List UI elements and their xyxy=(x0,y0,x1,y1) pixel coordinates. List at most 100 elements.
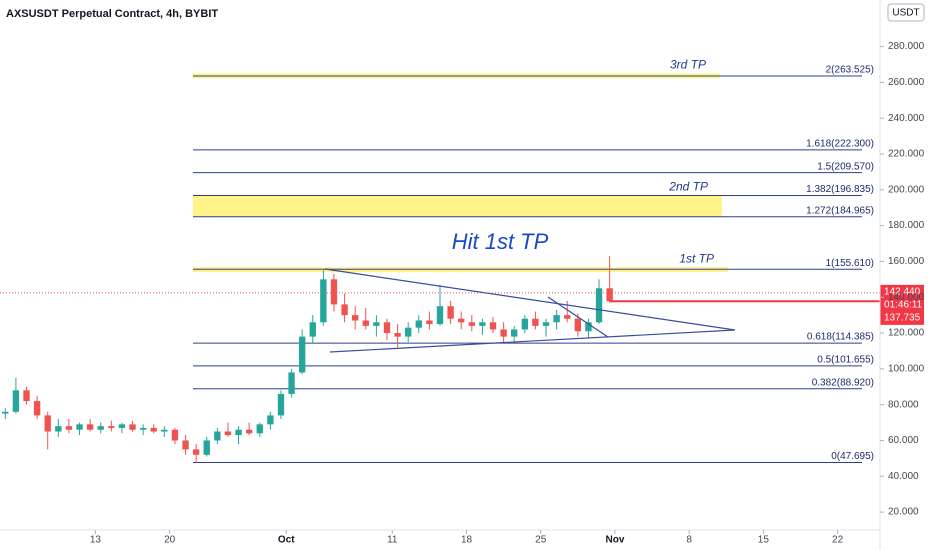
candle-body xyxy=(267,415,274,425)
candle-body xyxy=(139,427,147,430)
candle-body xyxy=(447,306,454,319)
last-price-label: 137.735 xyxy=(884,313,921,324)
candle-body xyxy=(521,318,528,330)
candle-body xyxy=(86,424,94,430)
chart-title: AXSUSDT Perpetual Contract, 4h, BYBIT xyxy=(6,8,218,20)
candle-body xyxy=(235,429,242,436)
y-tick-label: 20.000 xyxy=(888,507,919,518)
annotation: Hit 1st TP xyxy=(452,229,549,254)
y-tick-label: 40.000 xyxy=(888,471,919,482)
tp-label: 3rd TP xyxy=(670,58,706,72)
candle-body xyxy=(458,318,465,323)
candle-body xyxy=(436,306,444,325)
candle-body xyxy=(2,411,9,414)
candle-body xyxy=(468,322,475,326)
candle-body xyxy=(12,390,20,412)
mark-price-label: 142.440 xyxy=(884,287,921,298)
candle-body xyxy=(511,329,518,337)
y-tick-label: 100.000 xyxy=(888,363,925,374)
x-tick-label: Oct xyxy=(278,535,295,546)
tp-label: 1st TP xyxy=(679,251,714,265)
fib-label: 2(263.525) xyxy=(826,65,874,76)
x-tick-label: 15 xyxy=(758,535,770,546)
candle-body xyxy=(150,427,157,432)
candle-body xyxy=(192,449,200,455)
candle-body xyxy=(383,322,391,334)
x-tick-label: Nov xyxy=(605,535,624,546)
fib-label: 1.618(222.300) xyxy=(806,139,874,150)
trend-line xyxy=(547,296,609,338)
x-tick-label: 22 xyxy=(832,535,844,546)
candle-body xyxy=(330,279,338,305)
candle-body xyxy=(108,426,115,428)
candle-body xyxy=(129,424,136,430)
candle-body xyxy=(118,424,126,428)
candle-body xyxy=(394,333,401,337)
fib-label: 1.382(196.835) xyxy=(806,184,874,195)
tp-label: 2nd TP xyxy=(668,180,708,194)
x-tick-label: 13 xyxy=(90,535,102,546)
candle-body xyxy=(606,288,613,302)
currency: USDT xyxy=(892,8,919,19)
candle-body xyxy=(320,279,327,323)
candle-body xyxy=(415,320,422,328)
candle-body xyxy=(585,322,592,332)
y-tick-label: 260.000 xyxy=(888,77,925,88)
candle-body xyxy=(288,372,295,394)
candle-body xyxy=(564,315,571,319)
candle-body xyxy=(574,318,582,332)
candle-body xyxy=(500,329,507,337)
fib-label: 1(155.610) xyxy=(826,258,874,269)
x-tick-label: 25 xyxy=(535,535,547,546)
fib-label: 1.272(184.965) xyxy=(806,205,874,216)
candle-body xyxy=(65,426,73,430)
candle-body xyxy=(542,322,550,326)
candle-body xyxy=(553,315,560,323)
fib-label: 1.5(209.570) xyxy=(817,161,874,172)
y-tick-label: 120.000 xyxy=(888,328,925,339)
x-tick-label: 18 xyxy=(461,535,473,546)
trend-line xyxy=(329,329,736,353)
fib-label: 0.5(101.655) xyxy=(817,355,874,366)
candle-body xyxy=(256,424,263,434)
candle-body xyxy=(479,322,486,326)
y-tick-label: 60.000 xyxy=(888,435,919,446)
candle-body xyxy=(341,304,348,316)
candle-body xyxy=(182,440,189,450)
candle-body xyxy=(44,415,51,432)
candle-body xyxy=(362,320,369,326)
x-tick-label: 8 xyxy=(686,535,692,546)
candle-body xyxy=(224,431,232,436)
candle-body xyxy=(352,315,359,321)
x-tick-label: 11 xyxy=(387,535,398,546)
candle-body xyxy=(298,336,306,373)
y-tick-label: 140.000 xyxy=(888,292,925,303)
candle-body xyxy=(532,318,539,326)
y-tick-label: 80.000 xyxy=(888,399,919,410)
candle-body xyxy=(214,431,221,441)
trend-line xyxy=(324,268,736,331)
y-tick-label: 200.000 xyxy=(888,184,925,195)
candle-body xyxy=(55,426,62,432)
candle-body xyxy=(245,429,253,434)
candle-body xyxy=(277,393,285,416)
trend-lines xyxy=(324,268,736,353)
candle-body xyxy=(426,320,433,325)
candle-body xyxy=(161,429,168,432)
candle-body xyxy=(595,288,603,323)
fib-label: 0.382(88.920) xyxy=(812,377,874,388)
overlay: 142.440 01:46:11 137.735 xyxy=(0,284,924,325)
fib-label: 0(47.695) xyxy=(831,451,874,462)
candle-body xyxy=(171,429,179,441)
candle-body xyxy=(76,424,83,430)
currency-box xyxy=(887,3,925,22)
candle-body xyxy=(33,401,41,416)
candle-body xyxy=(489,322,497,330)
candle-body xyxy=(97,426,104,430)
y-tick-label: 240.000 xyxy=(888,113,925,124)
candle-body xyxy=(405,327,412,337)
price-label-box xyxy=(880,284,924,325)
y-tick-label: 280.000 xyxy=(888,41,925,52)
